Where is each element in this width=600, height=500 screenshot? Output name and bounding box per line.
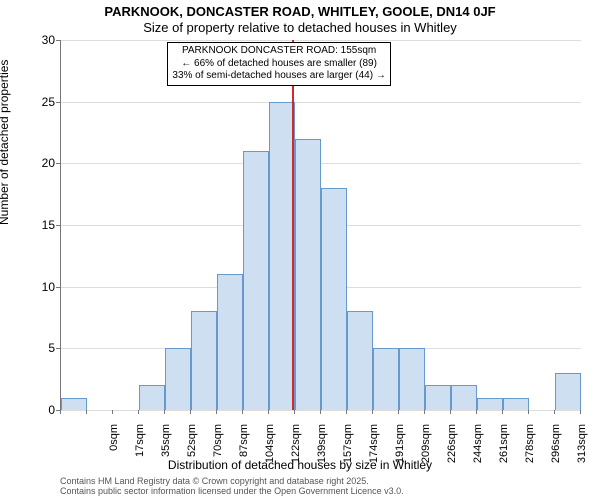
x-tick-mark [320,410,321,414]
gridline-h [61,410,581,411]
x-tick-mark [112,410,113,414]
gridline-h [61,102,581,103]
histogram-bar [61,398,87,410]
plot-area: PARKNOOK DONCASTER ROAD: 155sqm← 66% of … [60,40,581,411]
y-tick-label: 15 [5,218,55,232]
attribution-line-1: Contains HM Land Registry data © Crown c… [60,476,404,486]
x-tick-mark [60,410,61,414]
histogram-bar [217,274,243,410]
marker-annotation: PARKNOOK DONCASTER ROAD: 155sqm← 66% of … [167,42,390,86]
histogram-bar [321,188,347,410]
x-axis-label: Distribution of detached houses by size … [0,458,600,472]
histogram-bar [295,139,321,410]
x-tick-mark [268,410,269,414]
histogram-bar [139,385,165,410]
x-tick-mark [398,410,399,414]
attribution-text: Contains HM Land Registry data © Crown c… [60,476,404,497]
annotation-line-1: PARKNOOK DONCASTER ROAD: 155sqm [172,45,385,58]
histogram-bar [451,385,477,410]
x-tick-mark [424,410,425,414]
histogram-bar [425,385,451,410]
y-tick-label: 10 [5,280,55,294]
annotation-line-2: ← 66% of detached houses are smaller (89… [172,58,385,71]
histogram-bar [243,151,269,410]
x-tick-mark [216,410,217,414]
x-tick-mark [450,410,451,414]
x-tick-mark [502,410,503,414]
marker-line [292,40,294,410]
chart-title-sub: Size of property relative to detached ho… [0,20,600,35]
x-tick-mark [528,410,529,414]
annotation-line-3: 33% of semi-detached houses are larger (… [172,70,385,83]
histogram-bar [399,348,425,410]
histogram-bar [373,348,399,410]
y-axis-label: Number of detached properties [0,60,11,225]
chart-title-main: PARKNOOK, DONCASTER ROAD, WHITLEY, GOOLE… [0,4,600,19]
x-tick-mark [346,410,347,414]
attribution-line-2: Contains public sector information licen… [60,486,404,496]
x-tick-mark [138,410,139,414]
y-tick-label: 0 [5,403,55,417]
chart-container: PARKNOOK, DONCASTER ROAD, WHITLEY, GOOLE… [0,0,600,500]
x-tick-mark [86,410,87,414]
gridline-h [61,40,581,41]
x-tick-mark [476,410,477,414]
histogram-bar [269,102,295,410]
histogram-bar [165,348,191,410]
x-tick-mark [554,410,555,414]
x-tick-mark [372,410,373,414]
y-tick-label: 25 [5,95,55,109]
x-tick-mark [190,410,191,414]
x-tick-mark [580,410,581,414]
histogram-bar [477,398,503,410]
histogram-bar [347,311,373,410]
histogram-bar [191,311,217,410]
y-tick-label: 30 [5,33,55,47]
y-tick-label: 20 [5,156,55,170]
histogram-bar [503,398,529,410]
histogram-bar [555,373,581,410]
y-tick-label: 5 [5,341,55,355]
x-tick-mark [242,410,243,414]
x-tick-mark [164,410,165,414]
x-tick-mark [294,410,295,414]
gridline-h [61,163,581,164]
